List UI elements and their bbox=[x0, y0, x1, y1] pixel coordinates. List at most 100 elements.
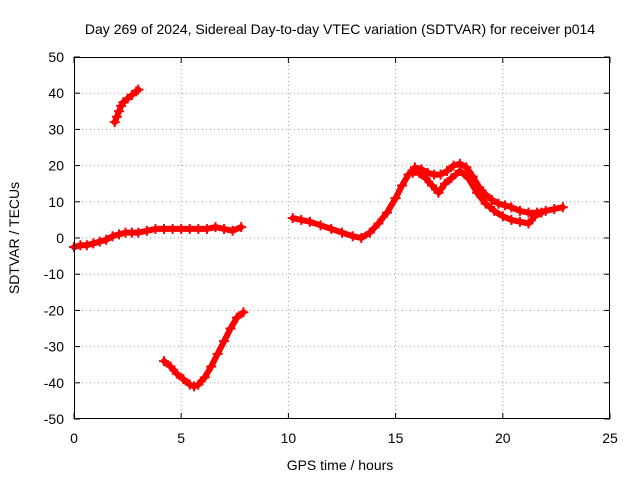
data-point bbox=[94, 236, 105, 247]
y-tick-label: 0 bbox=[56, 230, 64, 246]
data-point bbox=[219, 336, 230, 347]
data-point bbox=[159, 223, 170, 234]
x-tick-label: 15 bbox=[388, 430, 404, 446]
y-tick-label: -50 bbox=[44, 411, 64, 427]
series-high-arc bbox=[109, 84, 144, 128]
data-point bbox=[141, 225, 152, 236]
data-point bbox=[487, 194, 498, 205]
data-point bbox=[315, 220, 326, 231]
y-tick-label: 20 bbox=[48, 158, 64, 174]
data-point bbox=[176, 223, 187, 234]
data-point bbox=[131, 86, 142, 97]
data-point bbox=[480, 198, 491, 209]
data-point bbox=[382, 207, 393, 218]
plot-frame bbox=[74, 57, 610, 419]
data-point bbox=[427, 180, 438, 191]
data-point bbox=[557, 202, 568, 213]
data-point bbox=[529, 211, 540, 222]
y-tick-label: -30 bbox=[44, 339, 64, 355]
data-point bbox=[446, 173, 457, 184]
data-point bbox=[227, 225, 238, 236]
data-point bbox=[489, 205, 500, 216]
data-point bbox=[201, 223, 212, 234]
data-point bbox=[150, 223, 161, 234]
y-tick-label: 30 bbox=[48, 121, 64, 137]
data-point bbox=[171, 368, 182, 379]
data-point bbox=[165, 361, 176, 372]
data-point bbox=[463, 173, 474, 184]
data-point bbox=[472, 187, 483, 198]
x-tick-label: 20 bbox=[495, 430, 511, 446]
data-point bbox=[304, 216, 315, 227]
y-tick-label: 40 bbox=[48, 85, 64, 101]
data-point bbox=[493, 198, 504, 209]
x-axis-label: GPS time / hours bbox=[287, 457, 394, 473]
data-point bbox=[133, 227, 144, 238]
data-point bbox=[167, 223, 178, 234]
y-axis-label: SDTVAR / TECUs bbox=[6, 182, 22, 294]
data-point bbox=[206, 361, 217, 372]
data-point bbox=[296, 214, 307, 225]
data-point bbox=[114, 229, 125, 240]
data-point bbox=[422, 167, 433, 178]
x-tick-label: 0 bbox=[70, 430, 78, 446]
data-point bbox=[109, 117, 120, 128]
series-afternoon-track bbox=[287, 158, 568, 243]
data-point bbox=[420, 173, 431, 184]
data-point bbox=[356, 233, 367, 243]
data-point bbox=[193, 379, 204, 390]
data-point bbox=[231, 312, 242, 323]
data-point bbox=[337, 227, 347, 238]
data-point bbox=[364, 227, 375, 238]
data-point bbox=[287, 213, 298, 224]
x-tick-label: 25 bbox=[602, 430, 618, 446]
data-point bbox=[225, 323, 236, 334]
data-point bbox=[107, 231, 118, 242]
data-point bbox=[439, 178, 450, 189]
data-point bbox=[88, 238, 99, 249]
data-point bbox=[506, 202, 517, 213]
data-points bbox=[69, 84, 568, 392]
data-point bbox=[111, 111, 122, 122]
data-point bbox=[506, 214, 517, 225]
data-point bbox=[523, 207, 534, 218]
data-point bbox=[212, 348, 223, 359]
data-point bbox=[210, 222, 221, 233]
data-point bbox=[442, 166, 453, 177]
data-point bbox=[159, 356, 170, 367]
data-point bbox=[81, 240, 92, 251]
data-point bbox=[523, 218, 534, 229]
data-point bbox=[373, 218, 384, 229]
y-tick-label: -20 bbox=[44, 302, 64, 318]
data-point bbox=[454, 166, 465, 177]
data-point bbox=[101, 234, 112, 245]
data-point bbox=[184, 223, 195, 234]
data-point bbox=[461, 162, 472, 173]
series-afternoon-branch bbox=[407, 166, 547, 229]
data-point bbox=[219, 223, 230, 234]
data-point bbox=[480, 189, 491, 200]
data-point bbox=[238, 307, 249, 318]
y-tick-label: 50 bbox=[48, 49, 64, 65]
data-point bbox=[448, 160, 459, 171]
data-point bbox=[435, 169, 446, 180]
data-point bbox=[397, 180, 408, 191]
data-point bbox=[536, 207, 547, 218]
data-point bbox=[193, 223, 204, 234]
data-point bbox=[199, 372, 210, 383]
series-low-dip bbox=[159, 307, 249, 392]
x-tick-label: 10 bbox=[281, 430, 297, 446]
y-tick-label: -40 bbox=[44, 375, 64, 391]
data-point bbox=[326, 223, 337, 234]
data-point bbox=[178, 374, 189, 385]
data-point bbox=[390, 193, 401, 204]
data-point bbox=[514, 216, 525, 227]
series-main-track bbox=[69, 222, 247, 253]
y-tick-label: -10 bbox=[44, 266, 64, 282]
data-point bbox=[499, 200, 510, 211]
chart-title: Day 269 of 2024, Sidereal Day-to-day VTE… bbox=[85, 21, 595, 37]
data-point bbox=[433, 187, 444, 198]
data-point bbox=[114, 106, 125, 117]
data-point bbox=[236, 222, 247, 233]
